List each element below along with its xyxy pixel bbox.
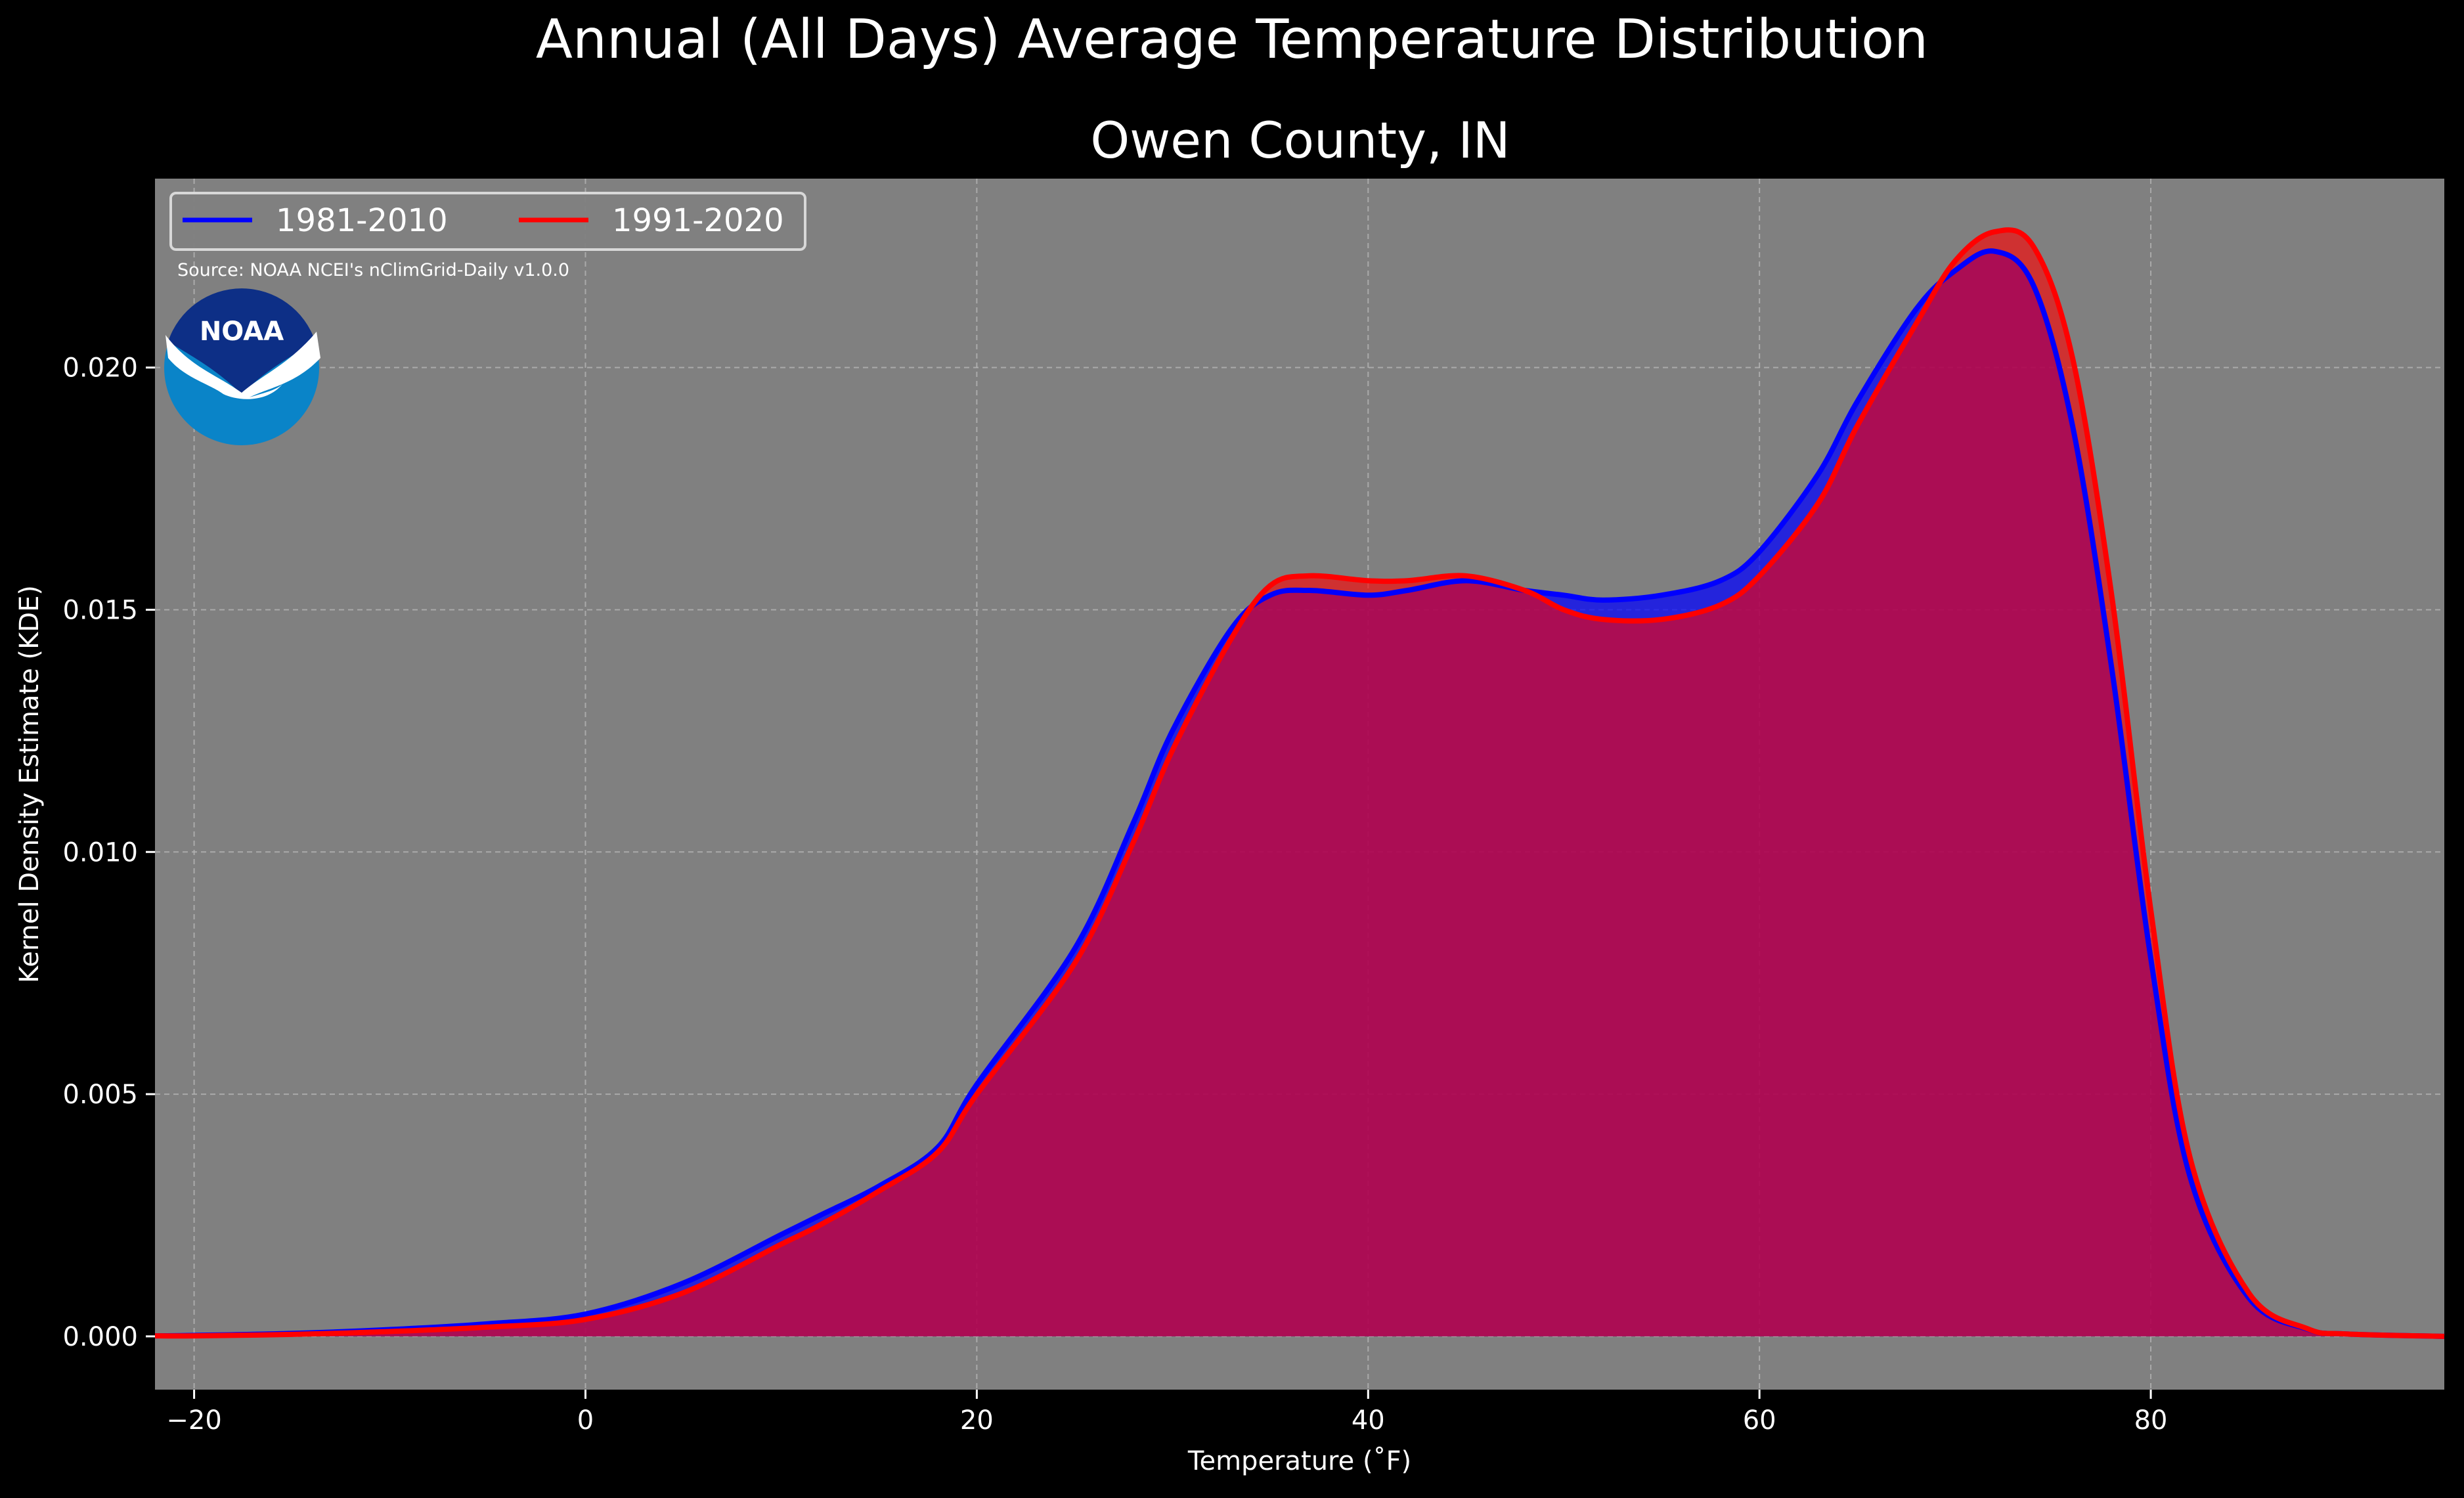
y-tick-label: 0.005 [62, 1080, 138, 1110]
x-tick-label: −20 [166, 1405, 221, 1436]
x-tick-label: 60 [1743, 1405, 1776, 1436]
y-tick-label: 0.000 [62, 1322, 138, 1352]
source-note: Source: NOAA NCEI's nClimGrid-Daily v1.0… [177, 260, 569, 280]
x-tick-label: 20 [960, 1405, 994, 1436]
figure-suptitle: Annual (All Days) Average Temperature Di… [536, 9, 1928, 71]
y-axis-label: Kernel Density Estimate (KDE) [14, 585, 45, 983]
logo-text: NOAA [200, 317, 284, 347]
legend-label-1991-2020: 1991-2020 [612, 202, 784, 239]
logo-inner-sky [168, 288, 315, 394]
y-tick-label: 0.015 [62, 595, 138, 625]
y-tick-label: 0.020 [62, 353, 138, 384]
axis-ticks: −20 0 20 40 60 80 0.000 0.005 0.010 0.015 0.020 [62, 353, 2167, 1436]
x-tick-label: 80 [2134, 1405, 2168, 1436]
x-axis-label: Temperature (˚F) [1187, 1446, 1411, 1476]
chart-title: Owen County, IN [1090, 111, 1510, 169]
x-tick-label: 0 [577, 1405, 594, 1436]
density-fill-1991-2020 [155, 230, 2444, 1336]
legend-frame [169, 192, 806, 251]
noaa-logo: NOAA [164, 288, 320, 445]
density-line-1991-2020 [154, 227, 2445, 1339]
x-tick-label: 40 [1352, 1405, 1385, 1436]
logo-gull-shape [165, 332, 320, 399]
legend-label-1981-2010: 1981-2010 [276, 202, 448, 239]
density-lines [154, 227, 2445, 1339]
density-fills [155, 230, 2444, 1336]
y-tick-label: 0.010 [62, 837, 138, 868]
legend: 1981-2010 1991-2020 [169, 192, 806, 251]
